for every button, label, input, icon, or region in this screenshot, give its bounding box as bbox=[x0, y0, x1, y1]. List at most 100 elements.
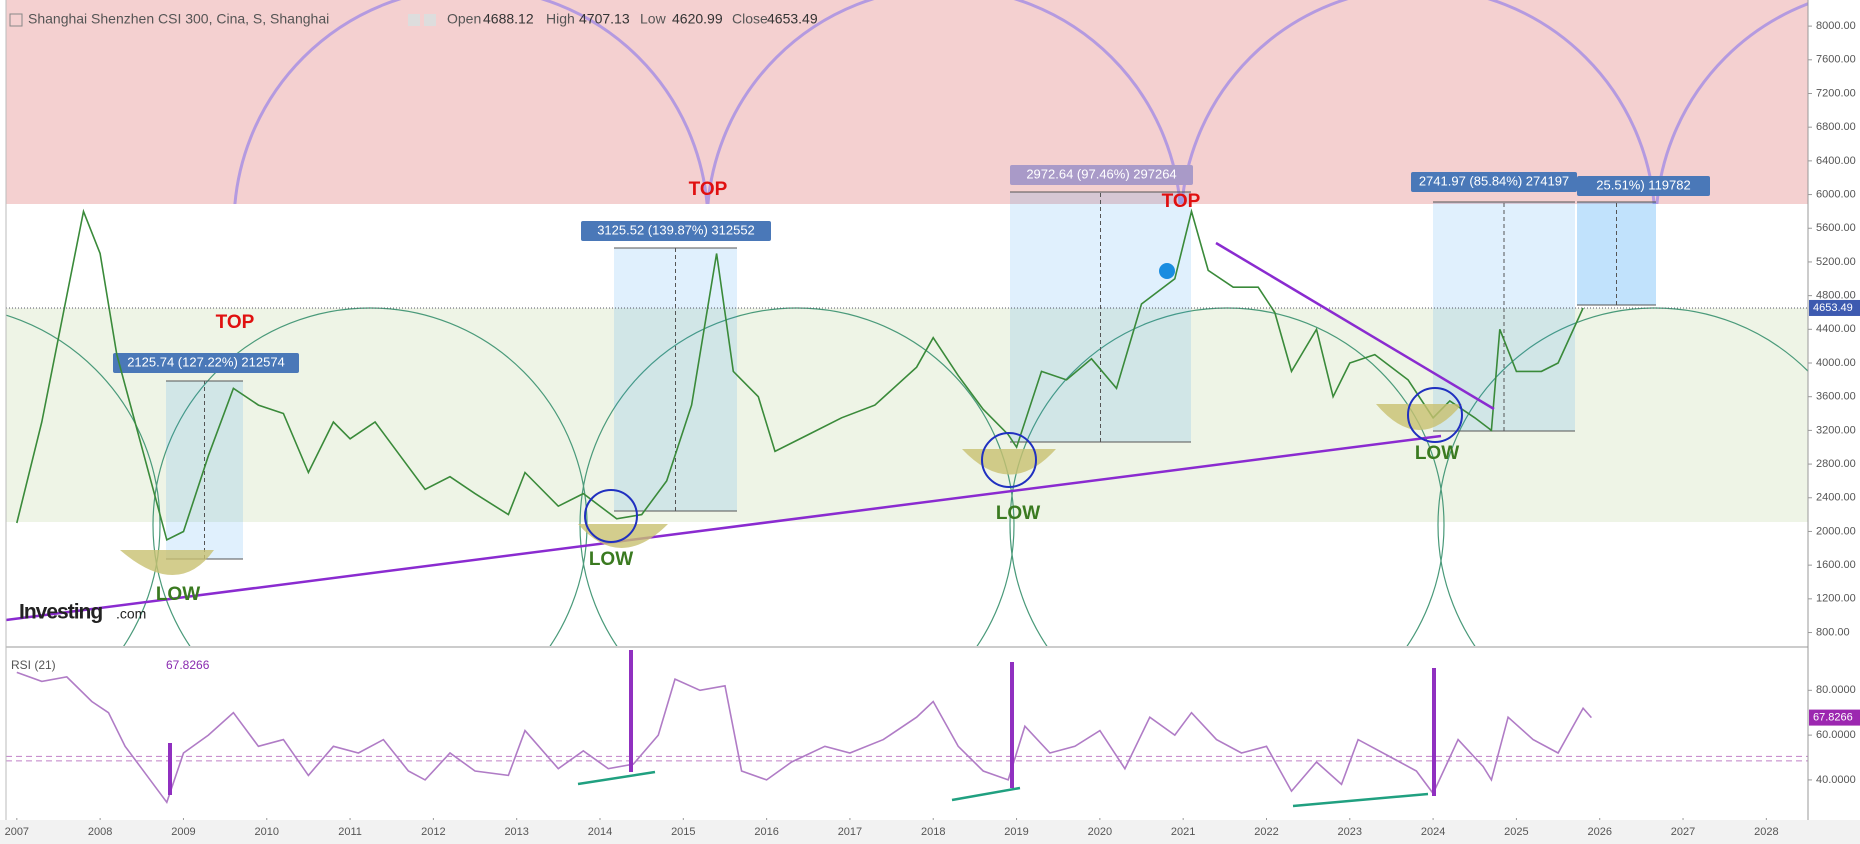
high-value: 4707.13 bbox=[579, 11, 630, 27]
support-trendline bbox=[5, 434, 1442, 622]
measure-layer: 2125.74 (127.22%) 212574 3125.52 (139.87%… bbox=[113, 165, 1710, 560]
last-price-tag bbox=[1809, 299, 1860, 316]
x-tick-label: 2027 bbox=[1671, 826, 1695, 838]
low-bowl bbox=[120, 550, 214, 575]
y-tick-label: 8000.00 bbox=[1816, 20, 1856, 32]
close-icon[interactable] bbox=[424, 14, 436, 26]
rsi-divergence bbox=[577, 770, 656, 786]
y-tick-label: 4400.00 bbox=[1816, 323, 1856, 335]
low-label: Low bbox=[640, 11, 667, 27]
y-tick-label: 1200.00 bbox=[1816, 593, 1856, 605]
logo: Investing bbox=[19, 601, 102, 624]
x-tick-label: 2010 bbox=[255, 826, 279, 838]
x-tick-label: 2020 bbox=[1088, 826, 1112, 838]
annotation: TOP bbox=[1162, 191, 1201, 212]
y-tick-label: 3600.00 bbox=[1816, 391, 1856, 403]
measure-label-bg bbox=[581, 221, 771, 241]
open-label: Open bbox=[447, 11, 481, 27]
plot-layer bbox=[6, 25, 1812, 823]
y-tick-label: 5600.00 bbox=[1816, 222, 1856, 234]
annotation: LOW bbox=[156, 584, 200, 605]
background-layer bbox=[6, 0, 1808, 646]
top-zone bbox=[6, 0, 1808, 204]
event-marker bbox=[1159, 263, 1175, 279]
rsi-spike bbox=[1010, 662, 1014, 788]
low-value: 4620.99 bbox=[672, 11, 723, 27]
text-layer: Shanghai Shenzhen CSI 300, Cina, S, Shan… bbox=[5, 11, 1860, 838]
measure-label-bg bbox=[113, 353, 299, 373]
rsi-divergence bbox=[951, 786, 1021, 802]
rsi-title: RSI (21) bbox=[11, 658, 56, 672]
y-tick-label: 6400.00 bbox=[1816, 155, 1856, 167]
time-axis-band bbox=[0, 820, 1860, 844]
x-tick-label: 2023 bbox=[1338, 826, 1362, 838]
symbol-title: Shanghai Shenzhen CSI 300, Cina, S, Shan… bbox=[28, 11, 329, 27]
y-tick-label: 6000.00 bbox=[1816, 188, 1856, 200]
measure-label: 2125.74 (127.22%) 212574 bbox=[127, 354, 285, 369]
measure-label-bg bbox=[1577, 176, 1710, 196]
measure-label-bg bbox=[1010, 165, 1193, 185]
y-tick-label: 2800.00 bbox=[1816, 458, 1856, 470]
x-tick-label: 2018 bbox=[921, 826, 945, 838]
measure-label: 25.51%) 119782 bbox=[1596, 177, 1690, 192]
rsi-value-label: 67.8266 bbox=[1813, 711, 1853, 723]
low-bowl bbox=[578, 524, 668, 548]
x-tick-label: 2009 bbox=[171, 826, 195, 838]
y-tick-label: 1600.00 bbox=[1816, 559, 1856, 571]
x-tick-label: 2025 bbox=[1504, 826, 1528, 838]
y-tick-label: 7200.00 bbox=[1816, 87, 1856, 99]
measure-box bbox=[614, 248, 737, 511]
x-tick-label: 2011 bbox=[338, 826, 362, 838]
rsi-current: 67.8266 bbox=[166, 658, 210, 672]
y-tick-label: 4000.00 bbox=[1816, 357, 1856, 369]
measure-label-bg bbox=[1411, 172, 1577, 192]
price-line bbox=[16, 208, 1584, 542]
annotation: LOW bbox=[996, 503, 1040, 524]
low-circle bbox=[1407, 387, 1463, 443]
x-tick-label: 2008 bbox=[88, 826, 112, 838]
rsi-spike bbox=[629, 650, 633, 772]
x-tick-label: 2017 bbox=[838, 826, 862, 838]
settings-icon[interactable] bbox=[408, 14, 420, 26]
rsi-spike bbox=[168, 743, 172, 795]
x-tick-label: 2016 bbox=[754, 826, 778, 838]
measure-box bbox=[1010, 192, 1191, 442]
rsi-y-tick-label: 60.0000 bbox=[1816, 729, 1856, 741]
close-label: Close bbox=[732, 11, 768, 27]
measure-label: 3125.52 (139.87%) 312552 bbox=[597, 222, 755, 237]
y-tick-label: 5200.00 bbox=[1816, 256, 1856, 268]
x-tick-label: 2024 bbox=[1421, 826, 1445, 838]
rsi-spike bbox=[1432, 668, 1436, 796]
annotation: LOW bbox=[589, 549, 633, 570]
low-bowl bbox=[962, 449, 1056, 475]
x-tick-label: 2026 bbox=[1587, 826, 1611, 838]
x-tick-label: 2019 bbox=[1004, 826, 1028, 838]
x-tick-label: 2007 bbox=[5, 826, 29, 838]
annotation: TOP bbox=[689, 179, 728, 200]
x-tick-label: 2021 bbox=[1171, 826, 1195, 838]
low-circle bbox=[584, 489, 638, 543]
low-bowl bbox=[1376, 404, 1462, 430]
y-tick-label: 800.00 bbox=[1816, 626, 1850, 638]
y-tick-label: 3200.00 bbox=[1816, 424, 1856, 436]
x-tick-label: 2028 bbox=[1754, 826, 1778, 838]
rsi-line bbox=[16, 671, 1592, 805]
rsi-value-tag bbox=[1809, 709, 1860, 726]
annotation: LOW bbox=[1415, 443, 1459, 464]
x-tick-label: 2022 bbox=[1254, 826, 1278, 838]
resistance-trendline bbox=[1215, 241, 1495, 411]
close-value: 4653.49 bbox=[767, 11, 818, 27]
rsi-divergence bbox=[1292, 792, 1429, 808]
annotation: TOP bbox=[216, 312, 255, 333]
y-tick-label: 2400.00 bbox=[1816, 492, 1856, 504]
cycle-zone bbox=[6, 308, 1808, 522]
last-price-label: 4653.49 bbox=[1813, 302, 1853, 314]
y-tick-label: 6800.00 bbox=[1816, 121, 1856, 133]
logo-suffix: .com bbox=[116, 606, 146, 622]
measure-label: 2972.64 (97.46%) 297264 bbox=[1026, 166, 1176, 181]
y-tick-label: 4800.00 bbox=[1816, 290, 1856, 302]
collapse-icon[interactable] bbox=[9, 13, 23, 27]
x-tick-label: 2015 bbox=[671, 826, 695, 838]
